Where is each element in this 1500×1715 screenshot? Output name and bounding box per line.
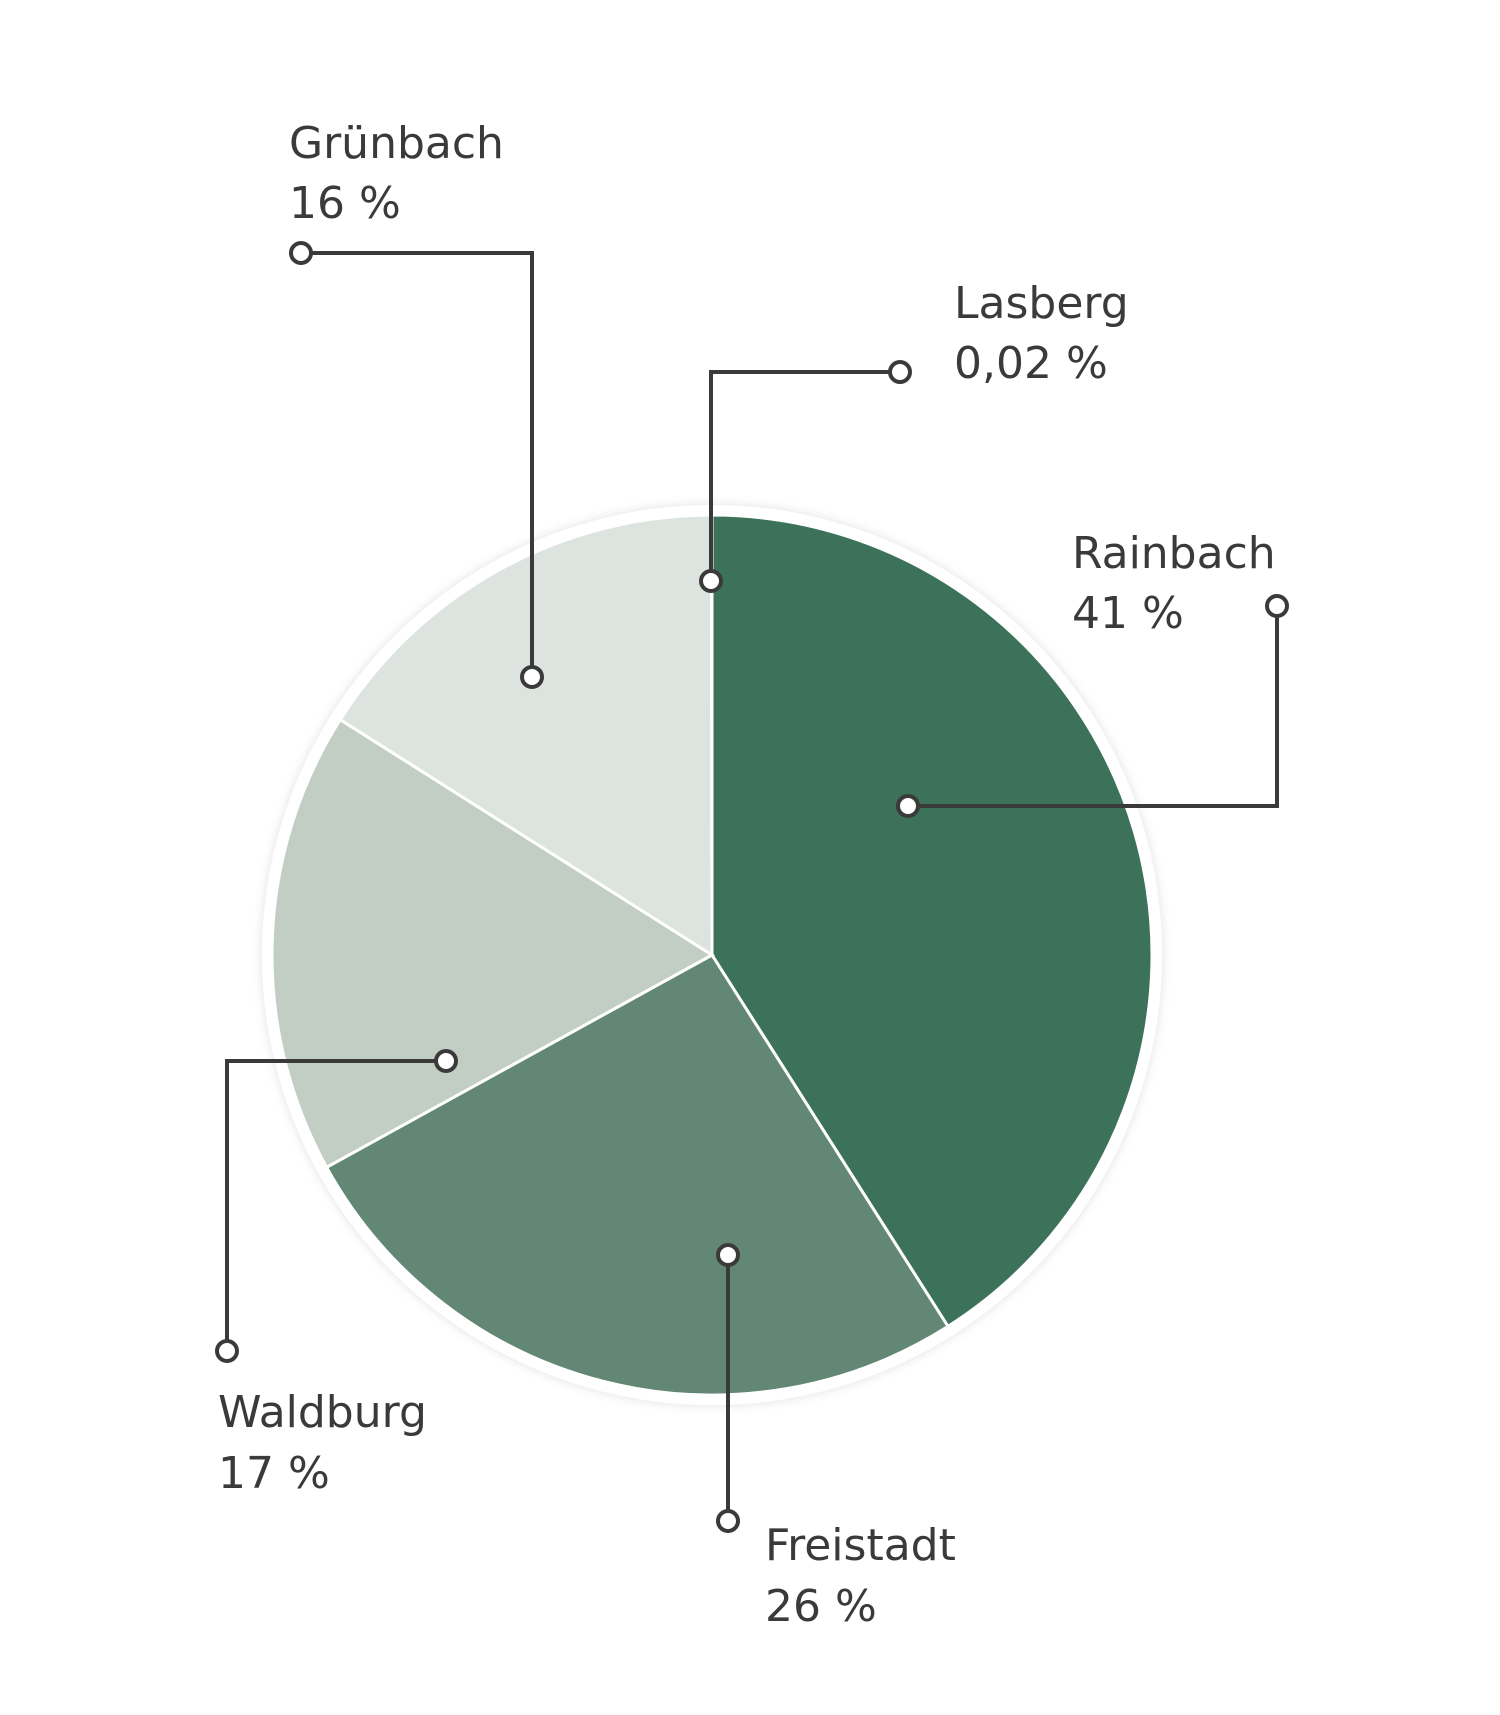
leader-marker-rainbach-end <box>1265 594 1289 618</box>
leader-line-lasberg <box>709 370 900 581</box>
pie-slice-freistadt <box>324 953 951 1397</box>
slice-label-freistadt: Freistadt 26 % <box>765 1520 956 1632</box>
leader-marker-lasberg-end <box>888 360 912 384</box>
pie-slices <box>270 513 1154 1397</box>
callout-leaders <box>215 241 1289 1533</box>
slice-name-rainbach: Rainbach <box>1072 528 1276 579</box>
leader-marker-gruenbach-end <box>289 241 313 265</box>
slice-label-lasberg: Lasberg 0,02 % <box>954 278 1129 389</box>
leader-line-rainbach <box>908 606 1279 808</box>
leader-marker-rainbach-start <box>896 794 920 818</box>
slice-name-gruenbach: Grünbach <box>289 118 504 169</box>
leader-marker-freistadt-end <box>716 1509 740 1533</box>
pie-slice-waldburg <box>270 717 715 1170</box>
pie-slice-rainbach <box>710 513 1154 1329</box>
leader-marker-gruenbach-start <box>520 665 544 689</box>
pie-slice-gruenbach <box>338 513 714 958</box>
leader-marker-lasberg-start <box>699 569 723 593</box>
leader-line-waldburg <box>225 1059 446 1351</box>
slice-value-lasberg: 0,02 % <box>954 338 1108 389</box>
slice-label-rainbach: Rainbach 41 % <box>1072 528 1276 639</box>
slice-value-gruenbach: 16 % <box>289 178 401 229</box>
leader-marker-freistadt-start <box>716 1243 740 1267</box>
leader-marker-waldburg-start <box>434 1049 458 1073</box>
slice-name-lasberg: Lasberg <box>954 278 1129 329</box>
slice-name-freistadt: Freistadt <box>765 1520 956 1571</box>
slice-value-waldburg: 17 % <box>218 1448 330 1499</box>
slice-value-freistadt: 26 % <box>765 1581 877 1632</box>
leader-marker-waldburg-end <box>215 1339 239 1363</box>
slice-name-waldburg: Waldburg <box>218 1387 427 1438</box>
slice-label-waldburg: Waldburg 17 % <box>218 1387 427 1499</box>
slice-value-rainbach: 41 % <box>1072 588 1184 639</box>
leader-line-gruenbach <box>301 251 534 677</box>
slice-label-gruenbach: Grünbach 16 % <box>289 118 504 229</box>
